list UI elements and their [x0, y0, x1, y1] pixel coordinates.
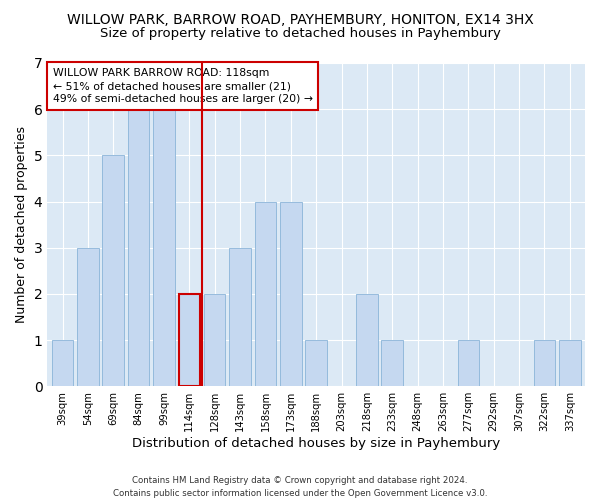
Bar: [153, 109, 175, 386]
Bar: [52, 340, 73, 386]
Bar: [128, 109, 149, 386]
Bar: [204, 294, 226, 386]
Bar: [103, 156, 124, 386]
Bar: [77, 248, 98, 386]
Y-axis label: Number of detached properties: Number of detached properties: [15, 126, 28, 323]
Text: Contains HM Land Registry data © Crown copyright and database right 2024.
Contai: Contains HM Land Registry data © Crown c…: [113, 476, 487, 498]
Bar: [305, 340, 327, 386]
Text: WILLOW PARK BARROW ROAD: 118sqm
← 51% of detached houses are smaller (21)
49% of: WILLOW PARK BARROW ROAD: 118sqm ← 51% of…: [53, 68, 313, 104]
Bar: [533, 340, 555, 386]
Text: Size of property relative to detached houses in Payhembury: Size of property relative to detached ho…: [100, 28, 500, 40]
X-axis label: Distribution of detached houses by size in Payhembury: Distribution of detached houses by size …: [132, 437, 500, 450]
Bar: [382, 340, 403, 386]
Bar: [179, 294, 200, 386]
Bar: [254, 202, 276, 386]
Bar: [229, 248, 251, 386]
Bar: [559, 340, 581, 386]
Bar: [280, 202, 302, 386]
Text: WILLOW PARK, BARROW ROAD, PAYHEMBURY, HONITON, EX14 3HX: WILLOW PARK, BARROW ROAD, PAYHEMBURY, HO…: [67, 12, 533, 26]
Bar: [458, 340, 479, 386]
Bar: [356, 294, 377, 386]
